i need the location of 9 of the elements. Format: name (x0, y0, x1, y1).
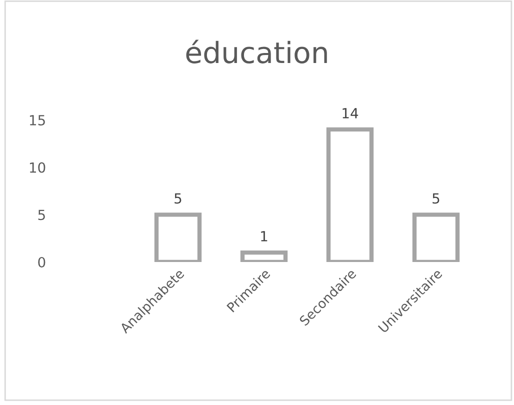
y-tick-label: 0 (38, 256, 46, 268)
data-label: 5 (432, 193, 440, 204)
data-label: 1 (261, 231, 268, 242)
y-tick-label: 5 (38, 210, 45, 220)
y-tick-label: 10 (30, 162, 46, 173)
chart-title: éducation (186, 40, 327, 64)
data-label: 14 (342, 108, 358, 118)
data-label: 5 (174, 193, 182, 204)
y-tick-label: 15 (30, 115, 45, 126)
